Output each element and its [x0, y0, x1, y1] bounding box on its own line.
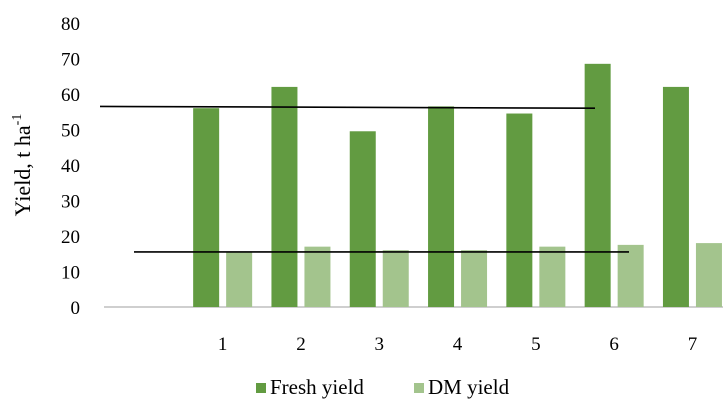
x-tick-label: 2 — [296, 334, 306, 355]
x-tick-labels: 1 2 3 4 5 6 7 — [218, 334, 697, 355]
y-tick-label: 60 — [61, 85, 80, 106]
y-axis-label-sup: -1 — [10, 114, 25, 126]
x-tick-label: 4 — [453, 334, 463, 355]
bar-dm-yield — [617, 244, 644, 307]
x-tick-label: 7 — [688, 334, 698, 355]
reference-line — [99, 105, 596, 109]
bar-fresh-yield — [506, 113, 533, 308]
y-tick-label: 10 — [61, 263, 80, 284]
x-tick-label: 3 — [375, 334, 385, 355]
legend-label: DM yield — [428, 375, 510, 399]
bar-fresh-yield — [271, 86, 298, 308]
y-tick-labels: 0 10 20 30 40 50 60 70 80 — [61, 14, 80, 319]
legend-label: Fresh yield — [270, 375, 364, 399]
y-tick-label: 0 — [71, 298, 81, 319]
bar-dm-yield — [304, 246, 331, 307]
bar-dm-yield — [226, 251, 253, 307]
legend-swatch — [256, 383, 266, 393]
legend: Fresh yield DM yield — [256, 375, 510, 399]
y-tick-label: 70 — [61, 50, 80, 71]
bars — [193, 63, 722, 308]
bar-dm-yield — [695, 243, 722, 307]
y-tick-label: 80 — [61, 14, 80, 35]
bar-fresh-yield — [662, 86, 689, 308]
reference-lines — [99, 105, 629, 253]
x-tick-label: 1 — [218, 334, 228, 355]
y-tick-label: 40 — [61, 156, 80, 177]
y-tick-label: 30 — [61, 192, 80, 213]
y-axis-label-main: Yield, t ha — [10, 125, 35, 216]
bar-dm-yield — [461, 250, 488, 307]
x-tick-label: 5 — [531, 334, 541, 355]
y-axis-label: Yield, t ha-1 — [10, 114, 35, 217]
bar-fresh-yield — [584, 63, 611, 308]
bar-fresh-yield — [193, 108, 220, 307]
bar-fresh-yield — [349, 131, 376, 307]
x-tick-label: 6 — [609, 334, 619, 355]
legend-swatch — [414, 383, 424, 393]
bar-dm-yield — [539, 246, 566, 307]
y-tick-label: 50 — [61, 121, 80, 142]
bar-dm-yield — [382, 250, 409, 307]
bar-fresh-yield — [428, 106, 455, 307]
y-tick-label: 20 — [61, 227, 80, 248]
